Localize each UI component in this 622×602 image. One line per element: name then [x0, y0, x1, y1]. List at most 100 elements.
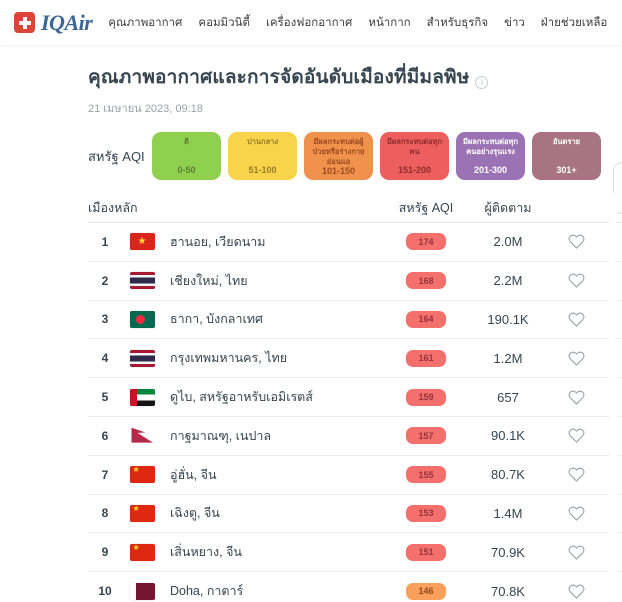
table-row[interactable]: 3 ธากา, บังกลาเทศ 164 190.1K: [88, 300, 622, 340]
legend-level-range: 0-50: [177, 165, 196, 175]
legend-level-unhealthy: มีผลกระทบต่อทุกคน 151-200: [380, 132, 449, 180]
city-name: Doha, กาตาร์: [170, 584, 244, 599]
flag-qatar-icon: [129, 582, 155, 600]
followers-count: 70.8K: [491, 583, 525, 599]
flag-nepal-icon: [129, 427, 155, 445]
table-row[interactable]: 7 อู่ฮั่น, จีน 155 80.7K: [88, 455, 622, 495]
rank: 2: [101, 273, 109, 288]
rank: 9: [101, 545, 109, 560]
legend-level-range: 151-200: [397, 165, 432, 175]
rank: 8: [101, 506, 109, 521]
flag-thailand-icon: [129, 272, 155, 290]
favorite-heart-button[interactable]: [568, 505, 585, 522]
city-name: กาฐมาณฑุ, เนปาล: [170, 428, 272, 443]
aqi-badge: 151: [406, 543, 446, 561]
legend-level-name: มีผลกระทบต่อทุกคนอย่างรุนแรง: [462, 137, 519, 156]
table-row[interactable]: 8 เฉิงตู, จีน 153 1.4M: [88, 494, 622, 534]
favorite-heart-button[interactable]: [568, 583, 585, 600]
favorite-heart-button[interactable]: [568, 233, 585, 250]
nav-item-support[interactable]: ฝ่ายช่วยเหลือ: [540, 17, 608, 29]
flag-china-icon: [129, 466, 155, 484]
aqi-badge: 155: [406, 466, 446, 484]
table-row[interactable]: 10 Doha, กาตาร์ 146 70.8K: [88, 572, 622, 602]
legend-level-range: 101-150: [321, 166, 356, 177]
heart-icon: [568, 312, 584, 327]
table-row[interactable]: 9 เสิ่นหยาง, จีน 151 70.9K: [88, 533, 622, 573]
table-row[interactable]: 5 ดูไบ, สหรัฐอาหรับเอมิเรตส์ 159 657: [88, 378, 622, 417]
legend-level-range: 51-100: [248, 165, 277, 175]
followers-count: 657: [497, 389, 519, 405]
aqi-badge: 146: [406, 582, 446, 600]
nav-item-news[interactable]: ข่าว: [504, 17, 525, 29]
flag-china-icon: [129, 543, 155, 561]
nav-item-air-quality[interactable]: คุณภาพอากาศ: [108, 17, 183, 29]
aqi-badge: 153: [406, 504, 446, 522]
flag-uae-icon: [129, 388, 155, 406]
legend-level-name: ปานกลาง: [246, 137, 279, 146]
rank: 10: [98, 584, 112, 599]
city-name: ฮานอย, เวียดนาม: [170, 234, 266, 249]
aqi-badge: 159: [406, 388, 446, 406]
followers-count: 80.7K: [491, 467, 525, 483]
city-name: อู่ฮั่น, จีน: [170, 467, 217, 482]
main-content: คุณภาพอากาศและการจัดอันดับเมืองที่มีมลพิ…: [0, 45, 622, 602]
nav-item-masks[interactable]: หน้ากาก: [368, 17, 411, 29]
legend-level-name: ดี: [184, 137, 189, 146]
city-name: เฉิงตู, จีน: [170, 506, 220, 521]
card-gap-strip: [609, 193, 617, 602]
followers-count: 2.2M: [493, 273, 523, 289]
table-row[interactable]: 4 กรุงเทพมหานคร, ไทย 161 1.2M: [88, 339, 622, 379]
favorite-heart-button[interactable]: [568, 427, 585, 444]
city-name: เสิ่นหยาง, จีน: [170, 545, 242, 560]
aqi-badge: 174: [406, 233, 446, 251]
legend-level-hazardous: อันตราย 301+: [532, 132, 601, 180]
legend-level-name: อันตราย: [552, 137, 581, 146]
table-row[interactable]: 6 กาฐมาณฑุ, เนปาล 157 90.1K: [88, 416, 622, 456]
table-header: เมืองหลัก สหรัฐ AQI ผู้ติดตาม: [88, 193, 622, 223]
followers-count: 70.9K: [491, 544, 525, 560]
legend-level-range: 301+: [556, 165, 577, 175]
nav-menu: คุณภาพอากาศ คอมมิวนิตี้ เครื่องฟอกอากาศ …: [108, 13, 607, 32]
rank: 4: [101, 351, 109, 366]
followers-count: 90.1K: [491, 428, 525, 444]
heart-icon: [568, 467, 584, 483]
favorite-heart-button[interactable]: [568, 311, 585, 328]
top-navigation: IQAir คุณภาพอากาศ คอมมิวนิตี้ เครื่องฟอก…: [0, 0, 622, 45]
aqi-legend: สหรัฐ AQI ดี 0-50 ปานกลาง 51-100 มีผลกระ…: [88, 132, 622, 180]
flag-thailand-icon: [129, 349, 155, 367]
aqi-badge: 164: [406, 310, 446, 328]
favorite-heart-button[interactable]: [568, 350, 585, 367]
city-name: ธากา, บังกลาเทศ: [170, 312, 263, 327]
legend-level-very-unhealthy: มีผลกระทบต่อทุกคนอย่างรุนแรง 201-300: [456, 132, 525, 180]
column-header-aqi: สหรัฐ AQI: [398, 200, 454, 215]
nav-item-community[interactable]: คอมมิวนิตี้: [198, 17, 250, 29]
rank: 5: [101, 390, 109, 405]
swiss-cross-icon: [14, 12, 35, 33]
iqair-logo[interactable]: IQAir: [14, 10, 93, 36]
favorite-heart-button[interactable]: [568, 272, 585, 289]
favorite-heart-button[interactable]: [568, 389, 585, 406]
favorite-heart-button[interactable]: [568, 466, 585, 483]
nav-item-for-business[interactable]: สำหรับธุรกิจ: [426, 17, 489, 29]
followers-count: 1.4M: [493, 505, 523, 521]
flag-vietnam-icon: [129, 233, 155, 251]
rank: 3: [101, 312, 109, 327]
legend-level-good: ดี 0-50: [152, 132, 221, 180]
aqi-badge: 168: [406, 272, 446, 290]
info-icon[interactable]: i: [475, 76, 489, 89]
followers-count: 1.2M: [493, 350, 523, 366]
followers-count: 190.1K: [487, 311, 529, 327]
nav-item-air-purifiers[interactable]: เครื่องฟอกอากาศ: [265, 17, 353, 29]
column-header-followers: ผู้ติดตาม: [484, 200, 532, 215]
city-name: เชียงใหม่, ไทย: [170, 273, 248, 288]
heart-icon: [568, 390, 584, 405]
table-row[interactable]: 2 เชียงใหม่, ไทย 168 2.2M: [88, 261, 622, 301]
heart-icon: [568, 506, 584, 521]
page-title: คุณภาพอากาศและการจัดอันดับเมืองที่มีมลพิ…: [88, 67, 470, 88]
last-updated-timestamp: 21 เมษายน 2023, 09:18: [88, 103, 203, 115]
heart-icon: [568, 234, 584, 250]
favorite-heart-button[interactable]: [568, 544, 585, 561]
legend-level-name: มีผลกระทบต่อทุกคน: [386, 137, 443, 156]
table-row[interactable]: 1 ฮานอย, เวียดนาม 174 2.0M: [88, 223, 622, 262]
legend-level-name: มีผลกระทบต่อผู้ป่วยหรือร่างกายอ่อนแอ: [312, 137, 365, 166]
